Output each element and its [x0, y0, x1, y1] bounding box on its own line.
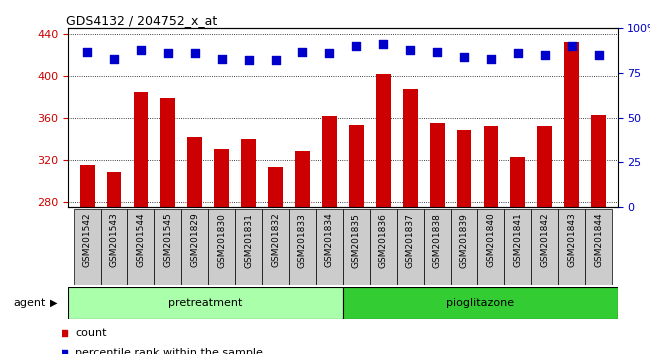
Point [351, 44, 361, 49]
Bar [504, 209, 531, 285]
Point [593, 52, 604, 58]
Bar [457, 130, 471, 354]
Point [216, 56, 227, 62]
Bar [101, 209, 127, 285]
Point [109, 56, 119, 62]
Bar [478, 209, 504, 285]
Point [297, 49, 307, 55]
Text: GSM201542: GSM201542 [83, 213, 92, 267]
Bar [214, 149, 229, 354]
Bar [241, 139, 256, 354]
Bar [370, 209, 396, 285]
Point [324, 51, 335, 56]
Bar [155, 209, 181, 285]
Bar [510, 156, 525, 354]
Text: GSM201835: GSM201835 [352, 213, 361, 268]
Text: ▶: ▶ [50, 298, 58, 308]
Point [405, 47, 415, 53]
Text: GSM201841: GSM201841 [514, 213, 523, 267]
Bar [316, 209, 343, 285]
Text: pioglitazone: pioglitazone [446, 298, 514, 308]
Point [270, 58, 281, 63]
Bar [268, 167, 283, 354]
Text: GSM201830: GSM201830 [217, 213, 226, 268]
Bar [187, 137, 202, 354]
Text: GSM201842: GSM201842 [540, 213, 549, 267]
Text: GSM201831: GSM201831 [244, 213, 253, 268]
Text: GSM201838: GSM201838 [433, 213, 441, 268]
Bar [107, 172, 122, 354]
Point [567, 44, 577, 49]
Point [136, 47, 146, 53]
Text: GSM201833: GSM201833 [298, 213, 307, 268]
Bar [403, 89, 417, 354]
Text: GSM201834: GSM201834 [325, 213, 334, 267]
Bar [127, 209, 155, 285]
Bar [558, 209, 585, 285]
Bar [322, 116, 337, 354]
Bar [133, 92, 148, 354]
Point [486, 56, 496, 62]
Bar [235, 209, 262, 285]
Text: GSM201843: GSM201843 [567, 213, 577, 267]
Point [432, 49, 442, 55]
Bar [538, 126, 552, 354]
Text: count: count [75, 327, 107, 338]
Text: GSM201837: GSM201837 [406, 213, 415, 268]
Point [59, 350, 70, 354]
Point [513, 51, 523, 56]
Text: pretreatment: pretreatment [168, 298, 242, 308]
Bar [343, 209, 370, 285]
Text: GSM201836: GSM201836 [379, 213, 388, 268]
Text: agent: agent [13, 298, 46, 308]
Point [59, 330, 70, 336]
Bar [531, 209, 558, 285]
Point [540, 52, 550, 58]
Point [190, 51, 200, 56]
Text: GSM201832: GSM201832 [271, 213, 280, 267]
Bar [208, 209, 235, 285]
Bar [73, 209, 101, 285]
Point [459, 54, 469, 60]
Text: GDS4132 / 204752_x_at: GDS4132 / 204752_x_at [66, 14, 216, 27]
Text: GSM201839: GSM201839 [460, 213, 469, 268]
Bar [484, 126, 499, 354]
Bar [295, 152, 310, 354]
Bar [343, 287, 618, 319]
Text: percentile rank within the sample: percentile rank within the sample [75, 348, 263, 354]
Bar [376, 74, 391, 354]
Text: GSM201545: GSM201545 [163, 213, 172, 267]
Bar [289, 209, 316, 285]
Text: GSM201543: GSM201543 [109, 213, 118, 267]
Bar [564, 42, 579, 354]
Point [162, 51, 173, 56]
Bar [424, 209, 450, 285]
Bar [592, 115, 606, 354]
Bar [262, 209, 289, 285]
Text: GSM201544: GSM201544 [136, 213, 146, 267]
Bar [585, 209, 612, 285]
Bar [161, 98, 176, 354]
Point [82, 49, 92, 55]
Text: GSM201844: GSM201844 [594, 213, 603, 267]
Text: GSM201829: GSM201829 [190, 213, 200, 267]
Point [378, 41, 389, 47]
Text: GSM201840: GSM201840 [486, 213, 495, 267]
Bar [396, 209, 424, 285]
Bar [349, 125, 364, 354]
Bar [181, 209, 208, 285]
Bar [80, 165, 94, 354]
Point [244, 58, 254, 63]
Bar [68, 287, 343, 319]
Bar [430, 123, 445, 354]
Bar [450, 209, 478, 285]
